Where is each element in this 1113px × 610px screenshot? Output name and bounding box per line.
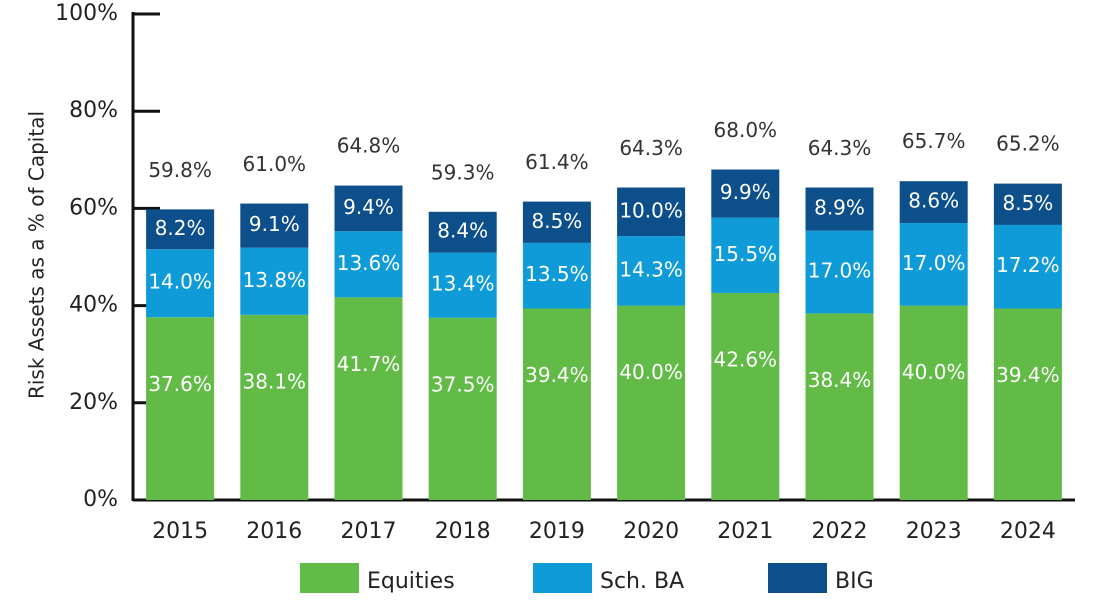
bar-segment <box>146 317 215 500</box>
data-label: 38.1% <box>243 369 307 393</box>
data-label: 13.4% <box>431 272 495 296</box>
x-tick-label: 2022 <box>812 519 868 544</box>
x-tick-label: 2018 <box>435 519 491 544</box>
bar-segment <box>711 292 780 500</box>
bar-segment <box>993 308 1062 500</box>
bar-segment <box>240 314 309 500</box>
x-tick-label: 2017 <box>341 519 397 544</box>
total-label: 64.3% <box>619 136 683 160</box>
bar-segment <box>334 185 403 232</box>
y-tick-label: 20% <box>69 390 118 415</box>
data-label: 40.0% <box>902 360 966 384</box>
data-label: 14.3% <box>619 257 683 281</box>
legend-swatch <box>533 563 592 593</box>
total-label: 68.0% <box>714 118 778 142</box>
legend-label: Sch. BA <box>600 569 684 594</box>
bar-segment <box>805 187 874 231</box>
data-label: 37.6% <box>148 372 212 396</box>
y-axis-title: Risk Assets as a % of Capital <box>25 111 49 399</box>
data-label: 9.4% <box>343 195 394 219</box>
x-tick-label: 2019 <box>529 519 585 544</box>
bar-segment <box>993 183 1062 225</box>
legend-swatch <box>768 563 827 593</box>
bar-segment <box>617 187 686 237</box>
total-label: 61.4% <box>525 150 589 174</box>
bar-segment <box>334 297 403 500</box>
data-label: 39.4% <box>996 363 1060 387</box>
bar-segment <box>522 242 591 309</box>
bar-segment <box>899 222 968 306</box>
data-label: 8.5% <box>1002 191 1053 215</box>
bar-segment <box>240 203 309 248</box>
x-tick-label: 2021 <box>717 519 773 544</box>
total-label: 65.7% <box>902 129 966 153</box>
data-label: 14.0% <box>148 270 212 294</box>
data-label: 39.4% <box>525 363 589 387</box>
y-tick-label: 40% <box>69 293 118 318</box>
y-tick-label: 80% <box>69 98 118 123</box>
bar-segment <box>428 252 497 318</box>
bar-segment <box>146 209 215 250</box>
total-label: 65.2% <box>996 132 1060 156</box>
data-label: 17.0% <box>902 251 966 275</box>
bar-segment <box>428 317 497 500</box>
data-label: 8.5% <box>531 209 582 233</box>
legend-swatch <box>300 563 359 593</box>
bar-segment <box>522 201 591 243</box>
bar-segment <box>899 181 968 223</box>
bar-segment <box>240 247 309 315</box>
data-label: 37.5% <box>431 372 495 396</box>
total-label: 59.8% <box>148 158 212 182</box>
data-label: 40.0% <box>619 360 683 384</box>
data-label: 9.1% <box>249 212 300 236</box>
total-label: 64.3% <box>808 136 872 160</box>
x-tick-label: 2020 <box>623 519 679 544</box>
y-tick-label: 60% <box>69 195 118 220</box>
y-tick-label: 0% <box>83 487 118 512</box>
data-label: 8.4% <box>437 219 488 243</box>
data-label: 42.6% <box>714 347 778 371</box>
total-label: 61.0% <box>243 152 307 176</box>
bar-segment <box>146 249 215 318</box>
data-label: 41.7% <box>337 352 401 376</box>
bar-segment <box>617 236 686 306</box>
legend-label: BIG <box>835 569 874 594</box>
bar-segment <box>617 305 686 500</box>
bar-segment <box>805 313 874 500</box>
data-label: 38.4% <box>808 368 872 392</box>
x-tick-label: 2015 <box>152 519 208 544</box>
bar-segment <box>334 231 403 298</box>
y-tick-label: 100% <box>55 1 118 26</box>
bar-segment <box>711 217 780 293</box>
bar-segment <box>805 230 874 314</box>
data-label: 13.8% <box>243 268 307 292</box>
data-label: 10.0% <box>619 198 683 222</box>
bar-segment <box>899 305 968 500</box>
data-label: 9.9% <box>720 180 771 204</box>
total-label: 59.3% <box>431 160 495 184</box>
bar-segment <box>522 308 591 500</box>
x-tick-label: 2023 <box>906 519 962 544</box>
data-label: 13.6% <box>337 251 401 275</box>
bar-segment <box>428 211 497 253</box>
x-tick-label: 2016 <box>246 519 302 544</box>
data-label: 17.2% <box>996 253 1060 277</box>
data-label: 8.2% <box>155 216 206 240</box>
data-label: 8.6% <box>908 189 959 213</box>
total-label: 64.8% <box>337 134 401 158</box>
data-label: 8.9% <box>814 196 865 220</box>
data-label: 17.0% <box>808 259 872 283</box>
data-label: 15.5% <box>714 242 778 266</box>
x-tick-label: 2024 <box>1000 519 1056 544</box>
bar-segment <box>993 224 1062 309</box>
bar-segment <box>711 169 780 218</box>
legend-label: Equities <box>367 569 455 594</box>
data-label: 13.5% <box>525 262 589 286</box>
